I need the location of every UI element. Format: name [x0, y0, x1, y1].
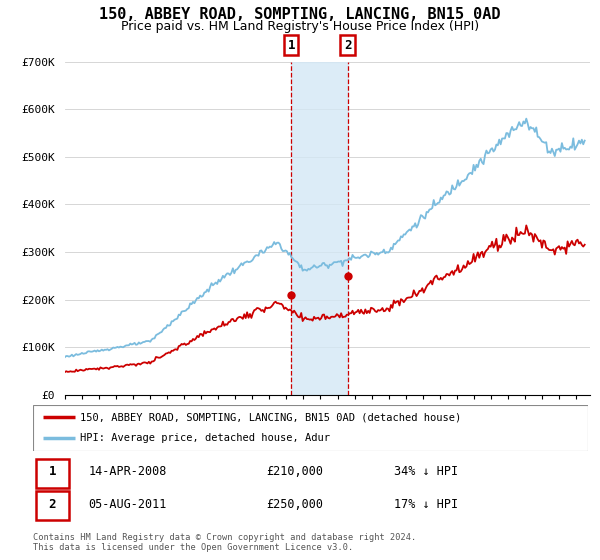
Bar: [291, 62, 347, 395]
Text: 05-AUG-2011: 05-AUG-2011: [89, 498, 167, 511]
Text: 150, ABBEY ROAD, SOMPTING, LANCING, BN15 0AD: 150, ABBEY ROAD, SOMPTING, LANCING, BN15…: [99, 7, 501, 22]
Text: HPI: Average price, detached house, Adur: HPI: Average price, detached house, Adur: [80, 433, 330, 444]
Text: Price paid vs. HM Land Registry's House Price Index (HPI): Price paid vs. HM Land Registry's House …: [121, 20, 479, 32]
Text: 34% ↓ HPI: 34% ↓ HPI: [394, 465, 458, 478]
Text: 17% ↓ HPI: 17% ↓ HPI: [394, 498, 458, 511]
Text: Contains HM Land Registry data © Crown copyright and database right 2024.: Contains HM Land Registry data © Crown c…: [33, 533, 416, 542]
Text: 1: 1: [287, 39, 295, 52]
Text: 2: 2: [49, 498, 56, 511]
FancyBboxPatch shape: [33, 405, 588, 451]
Text: 1: 1: [49, 465, 56, 478]
FancyBboxPatch shape: [36, 491, 69, 520]
Text: 150, ABBEY ROAD, SOMPTING, LANCING, BN15 0AD (detached house): 150, ABBEY ROAD, SOMPTING, LANCING, BN15…: [80, 412, 461, 422]
Text: 14-APR-2008: 14-APR-2008: [89, 465, 167, 478]
Text: £210,000: £210,000: [266, 465, 323, 478]
Text: 2: 2: [344, 39, 352, 52]
Text: £250,000: £250,000: [266, 498, 323, 511]
Text: This data is licensed under the Open Government Licence v3.0.: This data is licensed under the Open Gov…: [33, 543, 353, 552]
FancyBboxPatch shape: [36, 459, 69, 488]
